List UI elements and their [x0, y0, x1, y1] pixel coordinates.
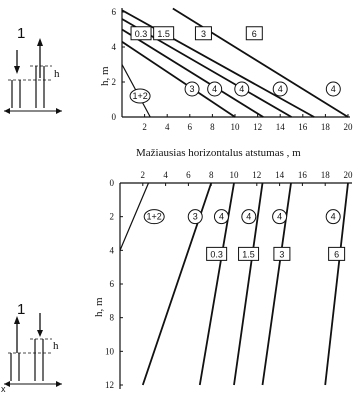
series-line: [121, 28, 264, 118]
series-circle-label: [325, 81, 341, 97]
bottom-extra-label: x: [1, 384, 6, 392]
bottom-chart-svg: 2 4 6 8 10 12 14 16 18 20 0 2 4 6 8 10 12 1+2 3 4 4 4 4 0.3 1.5…: [93, 170, 354, 390]
y-tick-label: 4: [110, 245, 115, 255]
box-label-text: 1.5: [157, 29, 170, 39]
series-circle-text: 4: [239, 84, 244, 94]
box-label: [153, 26, 175, 41]
x-tick-label: 6: [188, 122, 193, 132]
y-tick-label: 12: [105, 380, 114, 390]
y-tick-label: 2: [112, 77, 117, 87]
box-label-text: 0.3: [210, 249, 223, 259]
box-label: [245, 26, 263, 41]
bottom-h-label: h: [53, 340, 59, 352]
series-circle-text: 4: [331, 212, 336, 222]
x-tick-label: 2: [141, 170, 146, 180]
x-tick-label: 16: [298, 122, 308, 132]
series-circle-label: [187, 209, 203, 225]
series-circle-label: [241, 209, 257, 225]
series-circle-text: 3: [190, 84, 195, 94]
x-tick-label: 14: [275, 170, 285, 180]
x-tick-label: 12: [252, 170, 261, 180]
series-circle-text: 1+2: [132, 91, 147, 101]
series-line: [119, 182, 150, 251]
x-tick-label: 6: [186, 170, 191, 180]
box-label: [206, 246, 228, 261]
series-circle-label: [143, 209, 165, 225]
y-tick-label: 8: [110, 313, 115, 323]
series-circle-text: 4: [277, 212, 282, 222]
x-tick-label: 20: [344, 122, 354, 132]
x-tick-label: 18: [321, 170, 331, 180]
x-tick-label: 12: [253, 122, 262, 132]
box-label: [130, 26, 152, 41]
series-circle-text: 4: [246, 212, 251, 222]
top-chart-xlabel: Mažiausias horizontalus atstumas , m: [136, 147, 301, 159]
series-line: [233, 182, 264, 386]
x-tick-label: 20: [344, 170, 354, 180]
series-circle-text: 1+2: [147, 212, 162, 222]
y-tick-label: 6: [112, 7, 117, 17]
series-line: [324, 182, 349, 386]
bottom-chart: 2 4 6 8 10 12 14 16 18 20 0 2 4 6 8 10 12 1+2 3 4 4 4 4 0.3 1.5…: [90, 160, 355, 392]
x-tick-label: 8: [210, 122, 215, 132]
down-arrow-head: [14, 66, 20, 74]
box-label: [328, 246, 346, 261]
top-diagram-number: 1: [17, 25, 25, 42]
series-circle-label: [234, 81, 250, 97]
y-tick-label: 10: [105, 346, 115, 356]
box-label: [194, 26, 212, 41]
box-label-text: 3: [279, 249, 284, 259]
x-tick-label: 2: [142, 122, 147, 132]
x-tick-label: 18: [321, 122, 331, 132]
bottom-diagram-svg: 1 h x: [1, 301, 62, 394]
up-arrow-head: [37, 38, 43, 46]
x-tick-label: 10: [231, 122, 241, 132]
y-tick-label: 2: [110, 212, 115, 222]
series-circle-label: [272, 209, 288, 225]
series-circle-text: 3: [193, 212, 198, 222]
box-label-text: 3: [201, 29, 206, 39]
series-line: [121, 41, 236, 118]
series-circle-text: 4: [278, 84, 283, 94]
box-label-text: 0.3: [135, 29, 148, 39]
box-label-text: 6: [252, 29, 257, 39]
bottom-diagram-number: 1: [17, 301, 25, 318]
box-label: [238, 246, 260, 261]
x-tick-label: 4: [163, 170, 168, 180]
bottom-diagram: 1 h x: [0, 285, 90, 394]
series-circle-label: [207, 81, 223, 97]
box-label: [273, 246, 291, 261]
top-diagram-svg: 1 h: [4, 25, 62, 114]
series-circle-label: [184, 81, 200, 97]
series-circle-label: [325, 209, 341, 225]
x-tick-label: 16: [298, 170, 308, 180]
x-tick-label: 4: [165, 122, 170, 132]
y-tick-label: 4: [112, 42, 117, 52]
y-tick-label: 6: [110, 279, 115, 289]
series-circle-text: 4: [212, 84, 217, 94]
bottom-chart-ylabel: h, m: [93, 297, 105, 317]
series-circle-label: [272, 81, 288, 97]
x-tick-label: 10: [230, 170, 240, 180]
series-circle-text: 4: [331, 84, 336, 94]
x-tick-label: 14: [276, 122, 286, 132]
series-circle-label: [129, 88, 151, 104]
top-chart-svg: 2 4 6 8 10 12 14 16 18 20 0 2 4 6 1+2 3 4 4 4 4 0.3 1.5 3 6 Ma…: [99, 7, 354, 159]
top-chart: 2 4 6 8 10 12 14 16 18 20 0 2 4 6 1+2 3 4 4 4 4 0.3 1.5 3 6 Ma…: [90, 0, 355, 160]
box-label-text: 6: [334, 249, 339, 259]
top-chart-ylabel: h, m: [99, 66, 111, 86]
top-diagram: 1 h: [0, 0, 90, 130]
y-tick-label: 0: [112, 112, 117, 122]
series-circle-label: [213, 209, 229, 225]
x-tick-label: 8: [209, 170, 214, 180]
box-label-text: 1.5: [242, 249, 255, 259]
series-circle-text: 4: [219, 212, 224, 222]
top-h-label: h: [54, 68, 60, 80]
y-tick-label: 0: [110, 178, 115, 188]
